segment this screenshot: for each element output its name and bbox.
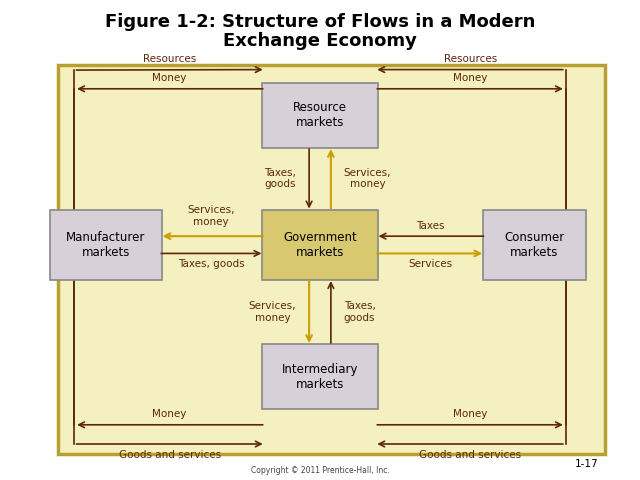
Text: Taxes, goods: Taxes, goods — [178, 259, 244, 269]
Text: Government
markets: Government markets — [283, 231, 357, 259]
FancyBboxPatch shape — [50, 210, 161, 279]
Text: Money: Money — [152, 409, 187, 419]
Text: Resource
markets: Resource markets — [293, 101, 347, 129]
Text: Taxes,
goods: Taxes, goods — [344, 301, 376, 323]
Text: Consumer
markets: Consumer markets — [504, 231, 564, 259]
Text: Services,
money: Services, money — [344, 168, 391, 190]
FancyBboxPatch shape — [262, 345, 378, 409]
Text: Taxes,
goods: Taxes, goods — [264, 168, 296, 190]
Text: Services,
money: Services, money — [188, 205, 235, 227]
Text: Money: Money — [453, 73, 488, 83]
FancyBboxPatch shape — [262, 210, 378, 279]
Text: Goods and services: Goods and services — [419, 450, 522, 460]
Text: Taxes: Taxes — [416, 221, 444, 231]
Text: Copyright © 2011 Prentice-Hall, Inc.: Copyright © 2011 Prentice-Hall, Inc. — [251, 466, 389, 475]
Text: Intermediary
markets: Intermediary markets — [282, 363, 358, 391]
Text: Money: Money — [152, 73, 187, 83]
Text: Money: Money — [453, 409, 488, 419]
Text: Resources: Resources — [143, 54, 196, 64]
Text: Services,
money: Services, money — [249, 301, 296, 323]
Text: Figure 1-2: Structure of Flows in a Modern: Figure 1-2: Structure of Flows in a Mode… — [105, 12, 535, 31]
FancyBboxPatch shape — [58, 65, 605, 454]
Text: Services: Services — [408, 259, 452, 269]
Text: 1-17: 1-17 — [575, 459, 598, 469]
Text: Manufacturer
markets: Manufacturer markets — [66, 231, 145, 259]
FancyBboxPatch shape — [483, 210, 586, 279]
Text: Resources: Resources — [444, 54, 497, 64]
Text: Goods and services: Goods and services — [118, 450, 221, 460]
Text: Exchange Economy: Exchange Economy — [223, 32, 417, 50]
FancyBboxPatch shape — [262, 83, 378, 148]
